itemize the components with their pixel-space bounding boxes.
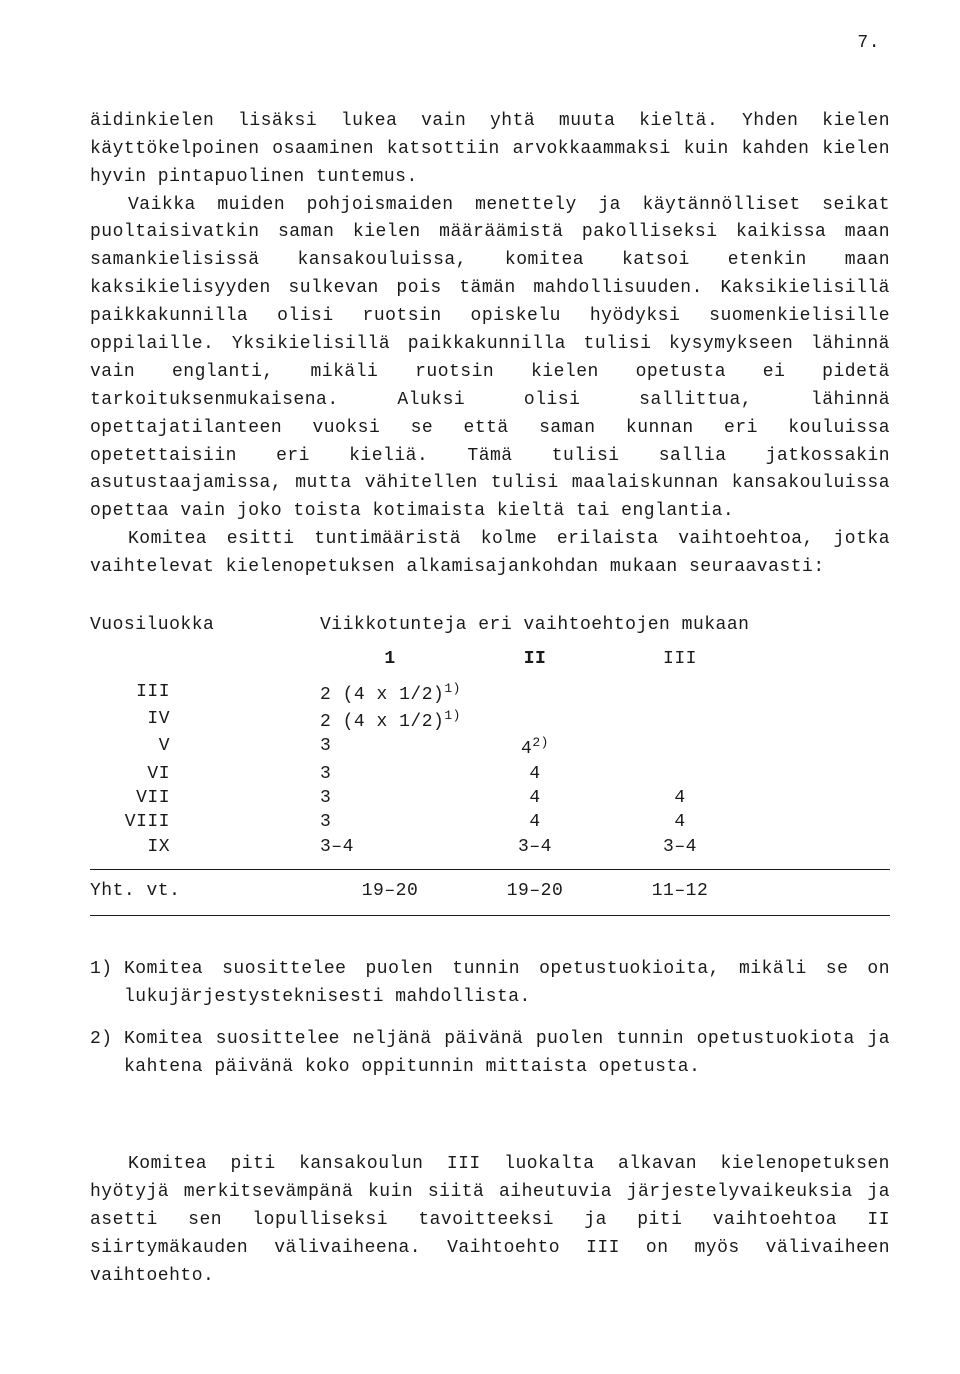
hours-table: Vuosiluokka Viikkotunteja eri vaihtoehto… xyxy=(90,612,890,916)
cell-col-3: 4 xyxy=(610,786,750,810)
paragraph-3: Komitea esitti tuntimääristä kolme erila… xyxy=(90,526,890,582)
cell-col-2: 4 xyxy=(460,810,610,834)
table-header-right: Viikkotunteja eri vaihtoehtojen mukaan xyxy=(320,612,890,640)
total-col-2: 19–20 xyxy=(460,878,610,905)
page-number: 7. xyxy=(90,30,890,58)
table-row: IX3–43–43–4 xyxy=(90,835,890,859)
cell-col-1: 3 xyxy=(320,786,460,810)
row-label: VII xyxy=(90,786,190,810)
cell-col-2: 3–4 xyxy=(460,835,610,859)
footnote-text: Komitea suosittelee neljänä päivänä puol… xyxy=(124,1026,890,1082)
cell-col-3: 4 xyxy=(610,810,750,834)
cell-col-1: 3–4 xyxy=(320,835,460,859)
total-label: Yht. vt. xyxy=(90,878,320,905)
row-label: IV xyxy=(90,707,190,734)
cell-col-2: 4 xyxy=(460,786,610,810)
row-label: IX xyxy=(90,835,190,859)
footnote-ref: 2) xyxy=(532,735,549,750)
cell-col-3 xyxy=(610,734,750,761)
cell-col-1: 3 xyxy=(320,734,460,761)
row-label: VI xyxy=(90,762,190,786)
table-row: VIII344 xyxy=(90,810,890,834)
cell-col-1: 3 xyxy=(320,810,460,834)
row-label: III xyxy=(90,680,190,707)
cell-col-2 xyxy=(460,707,610,734)
table-divider xyxy=(90,869,890,870)
table-header-left: Vuosiluokka xyxy=(90,612,320,640)
footnote-number: 2) xyxy=(90,1026,124,1082)
table-row: IV 2 (4 x 1/2)1) xyxy=(90,707,890,734)
table-subheader-row: 1 II III xyxy=(90,646,890,674)
table-total-row: Yht. vt. 19–20 19–20 11–12 xyxy=(90,878,890,905)
cell-col-2 xyxy=(460,680,610,707)
cell-col-2: 4 xyxy=(460,762,610,786)
footnote-ref: 1) xyxy=(444,708,461,723)
cell-col-1: 2 (4 x 1/2)1) xyxy=(320,680,460,707)
paragraph-2: Vaikka muiden pohjoismaiden menettely ja… xyxy=(90,192,890,527)
row-label: VIII xyxy=(90,810,190,834)
footnote-number: 1) xyxy=(90,956,124,1012)
row-label: V xyxy=(90,734,190,761)
footnote-ref: 1) xyxy=(444,681,461,696)
table-row: VII344 xyxy=(90,786,890,810)
footnote: 1)Komitea suosittelee puolen tunnin opet… xyxy=(90,956,890,1012)
closing-paragraph: Komitea piti kansakoulun III luokalta al… xyxy=(90,1151,890,1290)
subhead-col-1: 1 xyxy=(320,646,460,674)
paragraph-1: äidinkielen lisäksi lukea vain yhtä muut… xyxy=(90,108,890,192)
table-row: III 2 (4 x 1/2)1) xyxy=(90,680,890,707)
subhead-col-2: II xyxy=(460,646,610,674)
table-row: VI 34 xyxy=(90,762,890,786)
footnote-text: Komitea suosittelee puolen tunnin opetus… xyxy=(124,956,890,1012)
footnotes: 1)Komitea suosittelee puolen tunnin opet… xyxy=(90,956,890,1082)
table-divider-bottom xyxy=(90,915,890,916)
cell-col-1: 3 xyxy=(320,762,460,786)
total-col-3: 11–12 xyxy=(610,878,750,905)
subhead-col-3: III xyxy=(610,646,750,674)
total-col-1: 19–20 xyxy=(320,878,460,905)
cell-col-1: 2 (4 x 1/2)1) xyxy=(320,707,460,734)
cell-col-3: 3–4 xyxy=(610,835,750,859)
cell-col-3 xyxy=(610,680,750,707)
cell-col-3 xyxy=(610,707,750,734)
table-row: V 342) xyxy=(90,734,890,761)
footnote: 2)Komitea suosittelee neljänä päivänä pu… xyxy=(90,1026,890,1082)
cell-col-3 xyxy=(610,762,750,786)
cell-col-2: 42) xyxy=(460,734,610,761)
table-header-row: Vuosiluokka Viikkotunteja eri vaihtoehto… xyxy=(90,612,890,640)
